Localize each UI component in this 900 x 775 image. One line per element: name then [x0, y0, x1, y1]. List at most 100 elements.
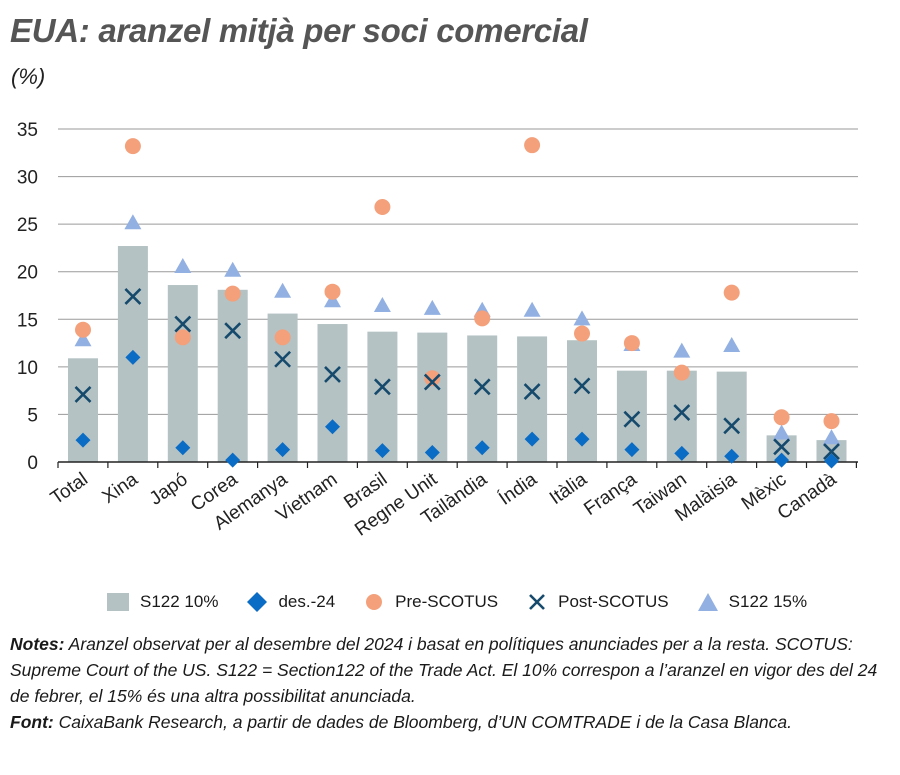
circle-marker — [174, 329, 191, 346]
cross-marker — [823, 443, 840, 460]
y-tick-label: 15 — [17, 310, 38, 331]
cross-marker — [523, 383, 541, 401]
x-tick-label: Total — [47, 469, 92, 509]
legend-item-s122-10: S122 10% — [106, 591, 218, 613]
diamond-icon — [247, 592, 268, 612]
diamond-marker — [674, 445, 690, 461]
diamond-marker — [624, 442, 640, 458]
legend-item-pre-scotus: Pre-SCOTUS — [361, 591, 498, 613]
circle-marker — [524, 137, 541, 154]
circle-marker — [75, 321, 91, 338]
circle-marker — [623, 335, 640, 352]
legend-label-des-24: des.-24 — [278, 592, 336, 611]
cross-marker — [623, 410, 641, 428]
source-paragraph: Font: CaixaBank Research, a partir de da… — [10, 709, 890, 735]
circle-marker — [574, 325, 590, 342]
x-tick-label: França — [580, 469, 641, 520]
triangle-marker — [773, 424, 791, 440]
triangle-marker — [74, 331, 92, 347]
circle-marker — [474, 310, 491, 327]
circle-marker — [723, 284, 740, 301]
triangle-marker — [373, 297, 391, 313]
legend-item-s122-15: S122 15% — [695, 591, 807, 613]
notes-text: Aranzel observat per al desembre del 202… — [10, 634, 878, 706]
cross-marker — [723, 417, 741, 435]
triangle-marker — [174, 258, 192, 274]
legend-item-des-24: des.-24 — [244, 591, 335, 613]
cross-marker — [324, 366, 341, 383]
notes-paragraph: Notes: Aranzel observat per al desembre … — [10, 631, 890, 709]
cross-marker — [174, 315, 192, 333]
notes-label: Notes: — [10, 634, 65, 654]
circle-marker — [424, 370, 441, 387]
y-tick-label: 35 — [17, 120, 38, 141]
triangle-marker — [673, 342, 691, 358]
chart-title: EUA: aranzel mitjà per soci comercial — [10, 12, 588, 49]
diamond-marker — [424, 444, 440, 460]
cross-icon — [529, 594, 546, 610]
bar — [417, 332, 448, 462]
diamond-marker — [824, 453, 839, 469]
triangle-marker — [523, 301, 541, 317]
bar — [167, 285, 198, 462]
chart-unit-label: (%) — [11, 64, 46, 89]
diamond-marker — [724, 448, 740, 464]
triangle-marker — [573, 310, 591, 326]
triangle-marker — [274, 282, 292, 298]
diamond-marker — [275, 442, 291, 458]
circle-icon — [366, 594, 383, 610]
x-tick-label: Xina — [99, 469, 143, 508]
diamond-marker — [225, 452, 241, 468]
cross-marker — [473, 378, 491, 396]
circle-marker — [823, 413, 840, 430]
triangle-marker — [324, 292, 341, 308]
y-tick-label: 0 — [27, 453, 38, 474]
cross-marker — [373, 378, 391, 396]
cross-marker — [773, 438, 791, 456]
legend-label-s122-10: S122 10% — [140, 592, 219, 611]
triangle-icon — [697, 593, 718, 611]
triangle-marker — [823, 429, 840, 445]
legend-label-s122-15: S122 15% — [728, 592, 808, 611]
circle-marker — [673, 364, 690, 381]
diamond-marker — [474, 440, 490, 456]
circle-marker — [224, 285, 241, 302]
bar — [217, 289, 248, 462]
circle-marker — [324, 283, 341, 300]
cross-marker — [74, 386, 92, 403]
x-tick-label: Japó — [146, 469, 192, 510]
triangle-marker — [723, 336, 741, 352]
bar — [317, 324, 348, 462]
circle-marker — [374, 199, 391, 216]
y-tick-label: 10 — [17, 358, 38, 379]
cross-marker — [673, 404, 691, 421]
bar — [716, 371, 747, 462]
cross-marker — [124, 288, 142, 305]
legend-label-pre-scotus: Pre-SCOTUS — [395, 592, 499, 611]
diamond-marker — [75, 432, 91, 448]
diamond-marker — [175, 440, 191, 456]
chart-legend: S122 10% des.-24 Pre-SCOTUS Post-SCOTUS … — [106, 589, 866, 615]
y-tick-label: 20 — [17, 263, 38, 284]
cross-marker — [423, 373, 441, 391]
diamond-marker — [574, 431, 590, 447]
triangle-marker — [423, 299, 441, 315]
legend-item-post-scotus: Post-SCOTUS — [524, 591, 669, 613]
circle-marker — [773, 409, 790, 426]
diamond-marker — [524, 431, 540, 447]
circle-marker — [124, 138, 141, 155]
diamond-marker — [374, 443, 390, 459]
chart-footnotes: Notes: Aranzel observat per al desembre … — [10, 631, 890, 735]
source-label: Font: — [10, 712, 54, 732]
y-tick-label: 5 — [27, 405, 38, 426]
diamond-marker — [125, 349, 141, 365]
triangle-marker — [224, 261, 242, 277]
triangle-marker — [124, 214, 142, 230]
bar — [367, 331, 398, 462]
cross-marker — [224, 322, 242, 340]
diamond-marker — [774, 452, 790, 468]
source-text: CaixaBank Research, a partir de dades de… — [58, 712, 793, 732]
diamond-marker — [325, 419, 340, 435]
cross-marker — [573, 377, 591, 395]
